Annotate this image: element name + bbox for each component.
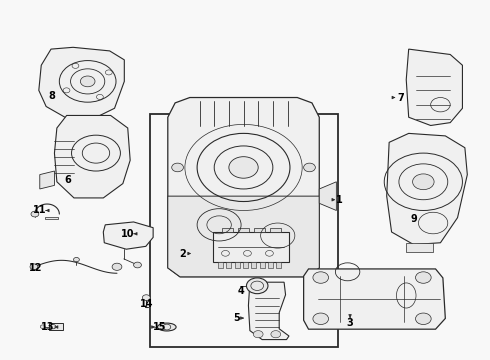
Circle shape (271, 330, 281, 338)
Bar (276, 262, 281, 268)
Bar (268, 262, 273, 268)
Bar (260, 262, 265, 268)
Polygon shape (406, 49, 463, 126)
Text: 7: 7 (397, 93, 404, 103)
Circle shape (74, 257, 79, 262)
Bar (213, 232, 289, 262)
Bar (251, 262, 256, 268)
Circle shape (80, 76, 95, 87)
Text: 6: 6 (64, 175, 71, 185)
Bar (226, 262, 231, 268)
Bar (270, 228, 281, 232)
Polygon shape (387, 134, 467, 244)
Bar (254, 228, 265, 232)
Text: 1: 1 (336, 195, 343, 205)
Circle shape (313, 313, 329, 324)
Polygon shape (248, 282, 289, 339)
Ellipse shape (158, 323, 176, 331)
Circle shape (31, 211, 39, 217)
Circle shape (134, 262, 142, 268)
Text: 5: 5 (233, 313, 240, 323)
Text: 15: 15 (153, 322, 167, 332)
Polygon shape (319, 182, 336, 211)
Text: 12: 12 (29, 263, 43, 273)
Text: 4: 4 (238, 286, 245, 296)
Polygon shape (304, 269, 445, 329)
Bar (49, 323, 63, 330)
Bar (150, 114, 338, 347)
Text: 11: 11 (33, 206, 47, 216)
Text: 14: 14 (140, 299, 153, 309)
Circle shape (253, 330, 263, 338)
Polygon shape (54, 116, 130, 198)
Circle shape (246, 278, 268, 294)
Circle shape (229, 157, 258, 178)
Polygon shape (168, 98, 319, 277)
Polygon shape (406, 243, 433, 252)
Text: 8: 8 (49, 91, 55, 101)
Polygon shape (39, 47, 124, 119)
Circle shape (143, 295, 150, 301)
Circle shape (416, 272, 431, 283)
Bar (45, 217, 58, 220)
Circle shape (30, 264, 38, 270)
Circle shape (413, 174, 434, 190)
Text: 2: 2 (179, 248, 186, 258)
Circle shape (172, 163, 183, 172)
Bar (222, 228, 233, 232)
Text: 9: 9 (410, 214, 417, 224)
Text: 3: 3 (347, 318, 353, 328)
Circle shape (304, 163, 316, 172)
Text: 13: 13 (41, 322, 55, 332)
Bar (238, 228, 249, 232)
Circle shape (416, 313, 431, 324)
Bar (243, 262, 248, 268)
Polygon shape (40, 171, 54, 189)
Circle shape (112, 263, 122, 270)
Bar (235, 262, 240, 268)
Text: 10: 10 (121, 229, 134, 239)
Circle shape (40, 325, 45, 328)
Polygon shape (103, 222, 153, 249)
Polygon shape (168, 196, 319, 277)
Circle shape (313, 272, 329, 283)
Bar (218, 262, 223, 268)
